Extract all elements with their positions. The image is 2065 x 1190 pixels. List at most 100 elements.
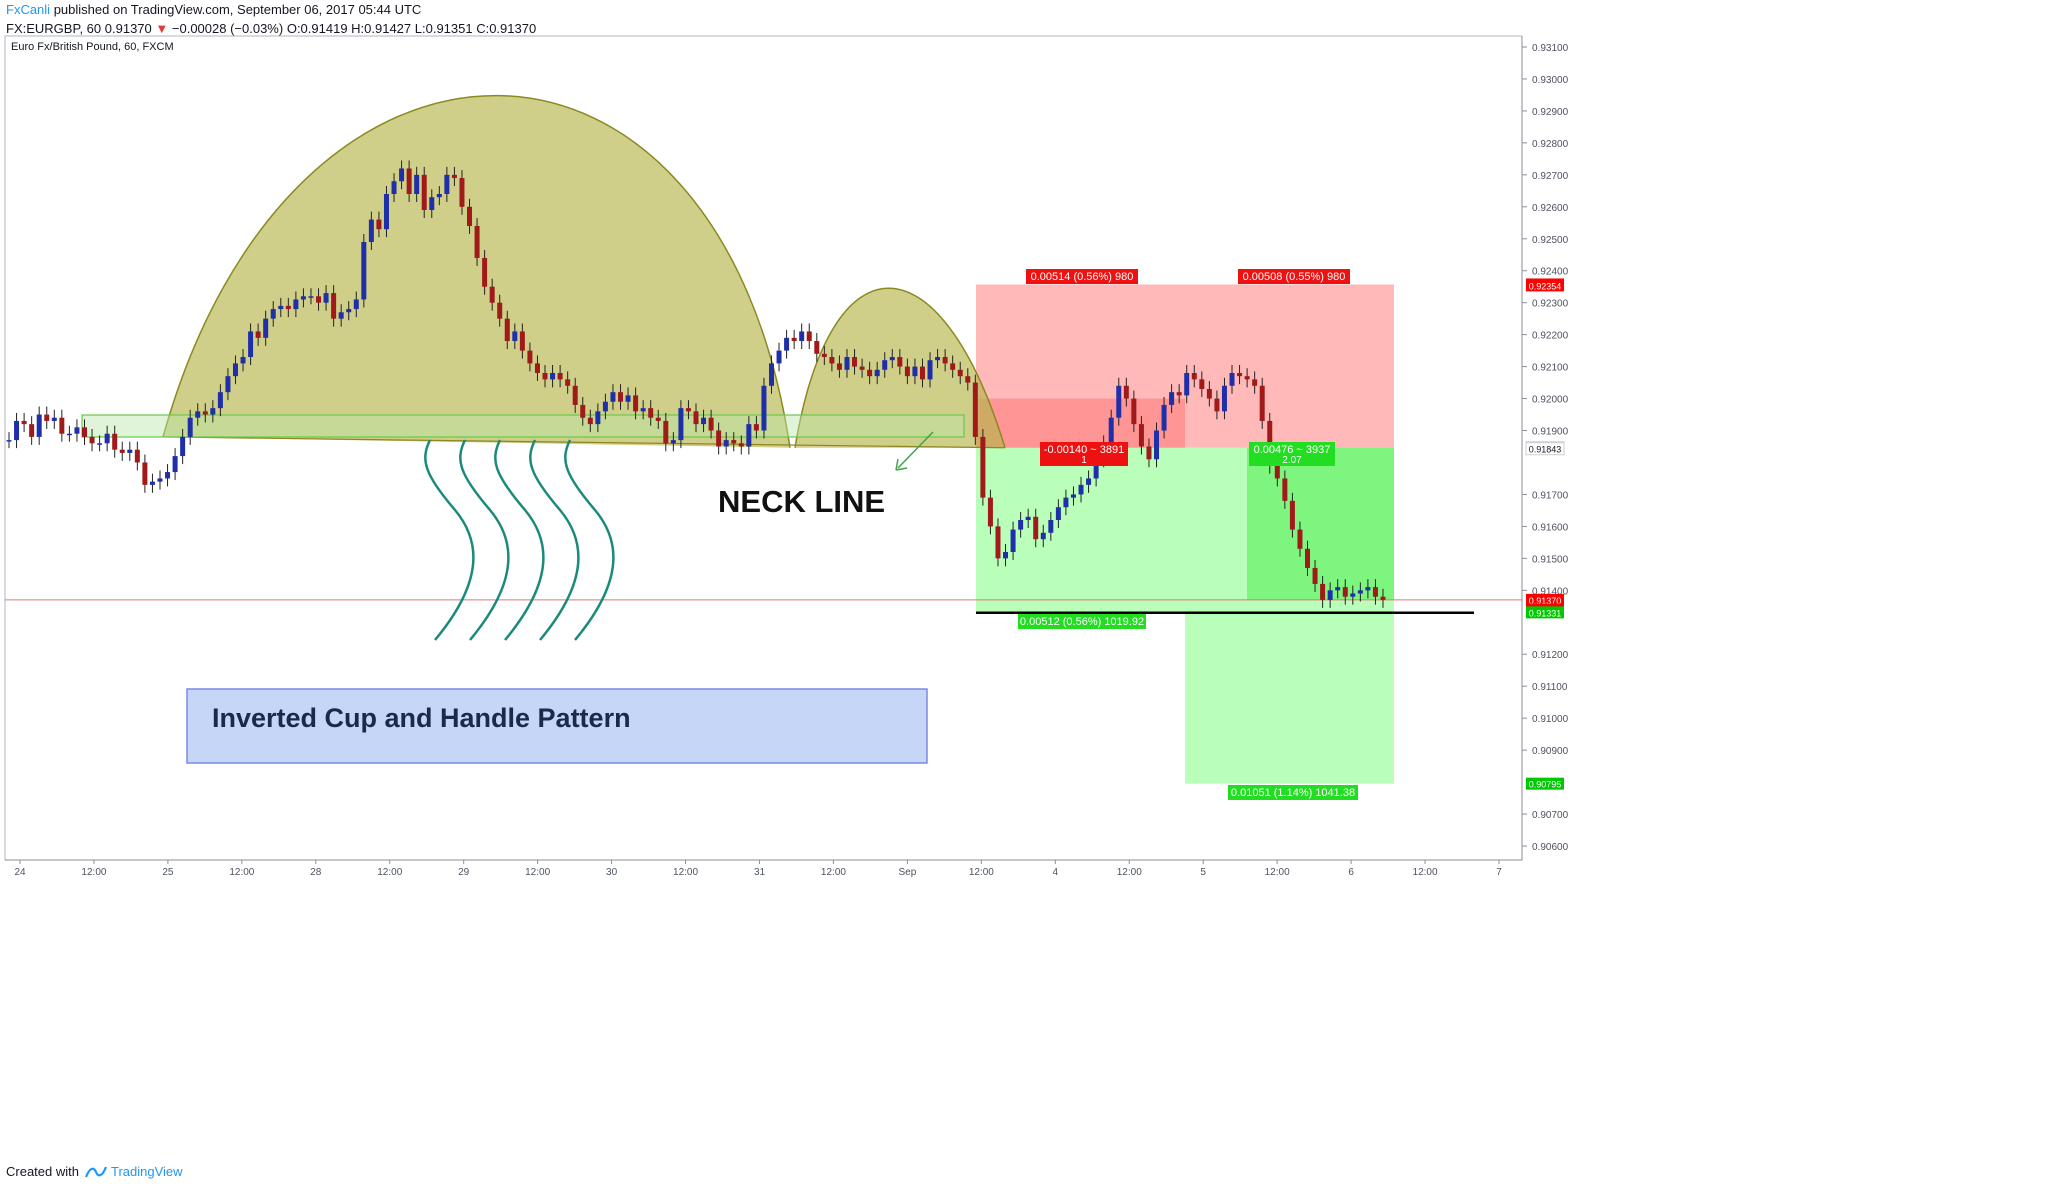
position-label-text: 0.00512 (0.56%) 1019.92 [1020,616,1144,628]
neck-line-zone [81,414,965,438]
candle-body [519,331,525,351]
candle-body [897,357,903,367]
candle-body [497,302,503,319]
candle-body [610,392,616,402]
candle-body [248,331,254,358]
candle-body [1380,596,1386,600]
candle-body [1078,484,1084,495]
ohlc-values: O:0.91419 H:0.91427 L:0.91351 C:0.91370 [286,21,537,36]
position-label-bg [1018,614,1146,629]
price-badge-bg [1526,279,1564,292]
candle-body [565,379,571,386]
y-tick-label: 0.90600 [1532,842,1569,853]
candle-body [527,350,533,364]
candle-body [1161,404,1167,431]
pattern-title: Inverted Cup and Handle Pattern [212,703,631,733]
candle-body [134,449,140,463]
candle-body [663,420,669,444]
candle-body [821,353,827,358]
tradingview-link[interactable]: TradingView [84,1164,183,1179]
y-tick-label: 0.92900 [1532,107,1569,118]
y-tick-label: 0.91000 [1532,714,1569,725]
position-label-bg [1228,785,1358,800]
candle-body [368,219,374,242]
candle-body [1342,587,1348,597]
candle-body [217,392,223,409]
x-tick-label: 12:00 [525,867,550,878]
author-link[interactable]: FxCanli [6,2,51,17]
candle-body [444,174,450,195]
stop-zone-1 [976,284,1185,448]
pattern-title-box [186,688,928,764]
x-tick-label: 12:00 [377,867,402,878]
position-label: 0.00512 (0.56%) 1019.92 [1018,614,1146,629]
candle-body [482,257,488,287]
candle-body [127,449,133,453]
price-badge: 0.90795 [1526,777,1564,790]
candle-body [874,369,880,377]
y-tick-label: 0.90900 [1532,746,1569,757]
candle-body [965,376,971,383]
candle-body [1184,372,1190,396]
candle-body [753,424,759,431]
y-tick-label: 0.92100 [1532,363,1569,374]
position-label: 0.01051 (1.14%) 1041.38 [1228,785,1358,800]
price-badge: 0.91843 [1525,442,1565,456]
candle-body [104,433,110,444]
candle-body [21,420,27,425]
candle-body [165,472,171,479]
open-loss-zone-1 [976,398,1185,448]
last-price: 0.91370 [104,21,152,36]
candle-body [972,382,978,437]
x-tick-label: 12:00 [1413,867,1438,878]
candle-body [1146,446,1152,460]
position-label: 0.00514 (0.56%) 980 [1026,269,1138,284]
candle-body [534,363,540,373]
candle-body [791,337,797,342]
open-profit-zone-2 [1247,447,1394,600]
position-label-text: 1 [1081,455,1087,466]
wave-arrow [494,439,545,641]
candle-body [172,456,178,473]
candle-body [799,331,805,342]
x-tick-label: 24 [14,867,26,878]
candle-body [36,414,42,437]
candle-body [957,369,963,377]
candle-body [474,225,480,258]
candle-body [829,357,835,364]
candle-body [746,424,752,447]
position-tools [976,284,1394,784]
candle-body [1018,520,1024,530]
candle-body [889,357,895,361]
candle-body [149,481,155,485]
candle-body [180,436,186,457]
y-tick-label: 0.92600 [1532,203,1569,214]
stop-zone-2 [1185,284,1394,448]
candle-body [1237,372,1243,377]
price-change: −0.00028 (−0.03%) [171,21,284,36]
candle-body [1274,465,1280,479]
candle-body [429,197,435,210]
position-label-text: 0.00476 ~ 3937 [1254,444,1331,456]
y-tick-label: 0.91200 [1532,650,1569,661]
x-tick-label: 30 [606,867,618,878]
candle-body [738,443,744,447]
candle-body [1169,392,1175,405]
candles [6,160,1386,608]
wave-arrow [424,439,475,641]
candle-body [1199,379,1205,389]
candle-body [987,497,993,527]
candle-body [66,433,72,436]
x-tick-label: 12:00 [1265,867,1290,878]
candle-body [391,181,397,195]
y-tick-label: 0.91600 [1532,522,1569,533]
candle-body [1297,529,1303,549]
candle-body [29,424,35,437]
target-zone-2 [1185,447,1394,784]
candle-body [542,372,548,380]
candle-body [572,385,578,405]
candle-body [1154,430,1160,460]
x-tick-label: 12:00 [969,867,994,878]
